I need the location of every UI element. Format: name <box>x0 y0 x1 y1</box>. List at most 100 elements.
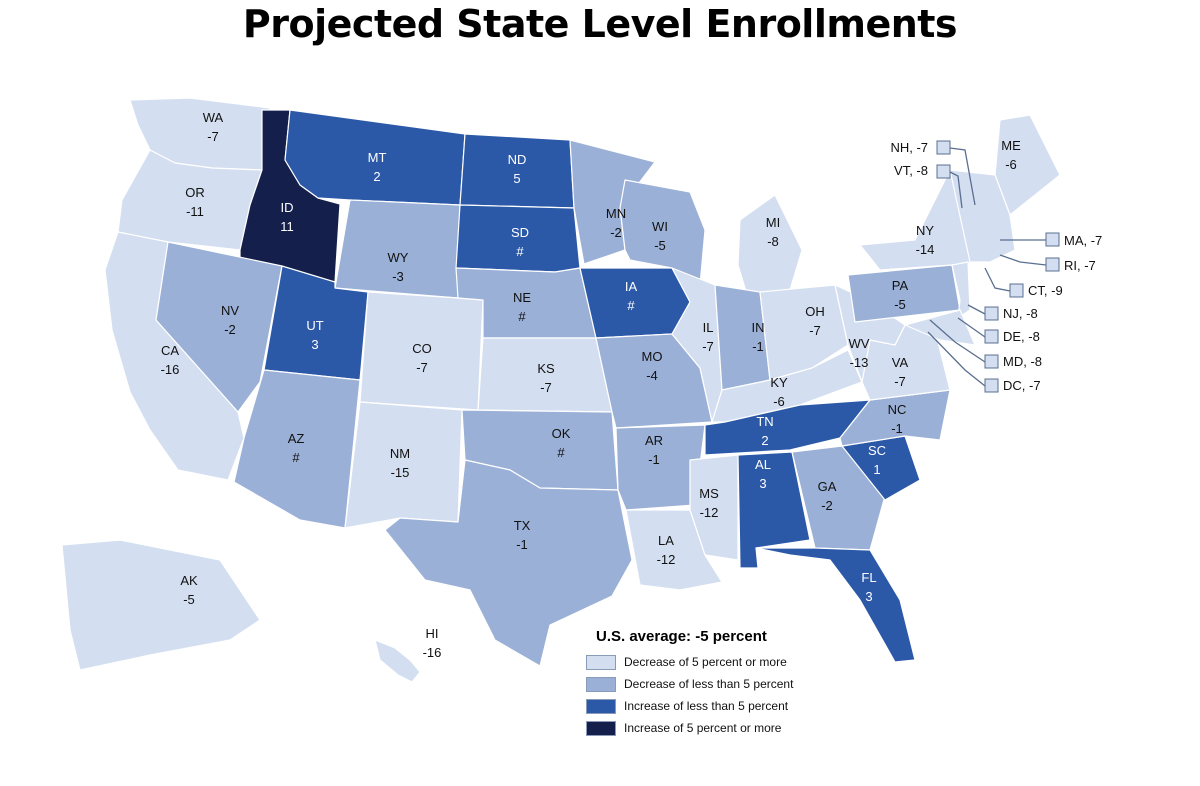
state-abbr: ME <box>1001 138 1021 153</box>
state-value: -3 <box>392 269 404 284</box>
state-abbr: WY <box>388 250 409 265</box>
state-abbr: NY <box>916 223 934 238</box>
state-value: -2 <box>224 322 236 337</box>
state-value: # <box>516 244 524 259</box>
state-abbr: NC <box>888 402 907 417</box>
callout-box-ri <box>1045 257 1060 272</box>
callout-label-vt: VT, -8 <box>894 163 928 178</box>
state-abbr: NE <box>513 290 531 305</box>
state-abbr: IN <box>752 320 765 335</box>
leader-line-dc <box>927 331 986 387</box>
state-label-ak: AK -5 <box>180 573 198 607</box>
state-abbr: OR <box>185 185 205 200</box>
state-value: -6 <box>773 394 785 409</box>
state-label-wa: WA -7 <box>203 110 224 144</box>
state-abbr: MT <box>368 150 387 165</box>
state-value: -2 <box>610 225 622 240</box>
state-value: -4 <box>646 368 658 383</box>
legend: U.S. average: -5 percent Decrease of 5 p… <box>586 628 846 739</box>
state-value: -12 <box>657 552 676 567</box>
state-shape-ms <box>689 454 739 561</box>
state-value: # <box>557 445 565 460</box>
callout-box-vt <box>936 164 951 179</box>
state-value: 11 <box>280 219 294 234</box>
state-value: -15 <box>391 465 410 480</box>
state-value: -6 <box>1005 157 1017 172</box>
leader-line-nj <box>967 304 986 315</box>
state-label-ga: GA -2 <box>818 479 837 513</box>
state-value: -7 <box>702 339 714 354</box>
callout-label-ri: RI, -7 <box>1064 258 1096 273</box>
state-abbr: AL <box>755 457 771 472</box>
callout-label-nh: NH, -7 <box>890 140 928 155</box>
callout-box-md <box>984 354 999 369</box>
state-abbr: MS <box>699 486 719 501</box>
state-label-nm: NM -15 <box>390 446 410 480</box>
state-label-ar: AR -1 <box>645 433 663 467</box>
state-value: -2 <box>821 498 833 513</box>
state-abbr: KY <box>770 375 788 390</box>
callout-box-ct <box>1009 283 1024 298</box>
state-abbr: GA <box>818 479 837 494</box>
state-value: # <box>292 450 300 465</box>
state-label-wv: WV -13 <box>849 336 870 370</box>
callout-label-de: DE, -8 <box>1003 329 1040 344</box>
callouts-layer: NH, -7 VT, -8 MA, -7 RI, -7CT, -9 NJ, -8 DE, … <box>890 140 1102 393</box>
callout-box-de <box>984 329 999 344</box>
state-shape-co <box>359 291 484 411</box>
leader-line-nh <box>949 147 976 206</box>
state-abbr: KS <box>537 361 555 376</box>
state-abbr: WV <box>849 336 870 351</box>
state-value: -13 <box>850 355 869 370</box>
state-abbr: WI <box>652 219 668 234</box>
state-abbr: SD <box>511 225 529 240</box>
state-abbr: AZ <box>288 431 305 446</box>
state-label-ut: UT 3 <box>306 318 323 352</box>
legend-swatch <box>586 654 616 670</box>
state-label-id: ID 11 <box>280 200 294 234</box>
state-value: -1 <box>752 339 764 354</box>
state-value: 3 <box>311 337 318 352</box>
state-label-va: VA -7 <box>892 355 909 389</box>
state-value: -7 <box>540 380 552 395</box>
state-label-sd: SD # <box>511 225 529 259</box>
state-abbr: AR <box>645 433 663 448</box>
state-abbr: CO <box>412 341 432 356</box>
state-shape-ne_region <box>949 169 1016 263</box>
state-value: -16 <box>423 645 442 660</box>
state-shape-ga <box>791 445 886 551</box>
state-value: # <box>627 298 635 313</box>
state-label-nv: NV -2 <box>221 303 239 337</box>
state-label-or: OR -11 <box>185 185 205 219</box>
state-label-tx: TX -1 <box>514 518 531 552</box>
state-abbr: IA <box>625 279 638 294</box>
callout-box-dc <box>984 378 999 393</box>
legend-label: Increase of 5 percent or more <box>624 721 782 735</box>
legend-item: Increase of 5 percent or more <box>586 717 846 739</box>
state-abbr: TX <box>514 518 531 533</box>
state-label-tn: TN 2 <box>756 414 773 448</box>
legend-item: Decrease of 5 percent or more <box>586 651 846 673</box>
state-shape-demd <box>904 309 976 346</box>
state-shape-oh <box>759 284 849 381</box>
state-label-co: CO -7 <box>412 341 432 375</box>
state-abbr: LA <box>658 533 674 548</box>
leader-line-de <box>957 317 986 338</box>
state-value: -8 <box>767 234 779 249</box>
state-value: 2 <box>373 169 380 184</box>
state-label-il: IL -7 <box>702 320 714 354</box>
state-label-mo: MO -4 <box>642 349 663 383</box>
legend-title: U.S. average: -5 percent <box>596 628 767 645</box>
state-value: -7 <box>416 360 428 375</box>
state-label-sc: SC 1 <box>868 443 886 477</box>
state-value: -7 <box>809 323 821 338</box>
state-value: # <box>518 309 526 324</box>
state-value: 5 <box>513 171 520 186</box>
state-value: -16 <box>161 362 180 377</box>
state-value: -7 <box>894 374 906 389</box>
leader-line-ct <box>984 267 1011 292</box>
state-abbr: MN <box>606 206 626 221</box>
state-value: 3 <box>759 476 766 491</box>
